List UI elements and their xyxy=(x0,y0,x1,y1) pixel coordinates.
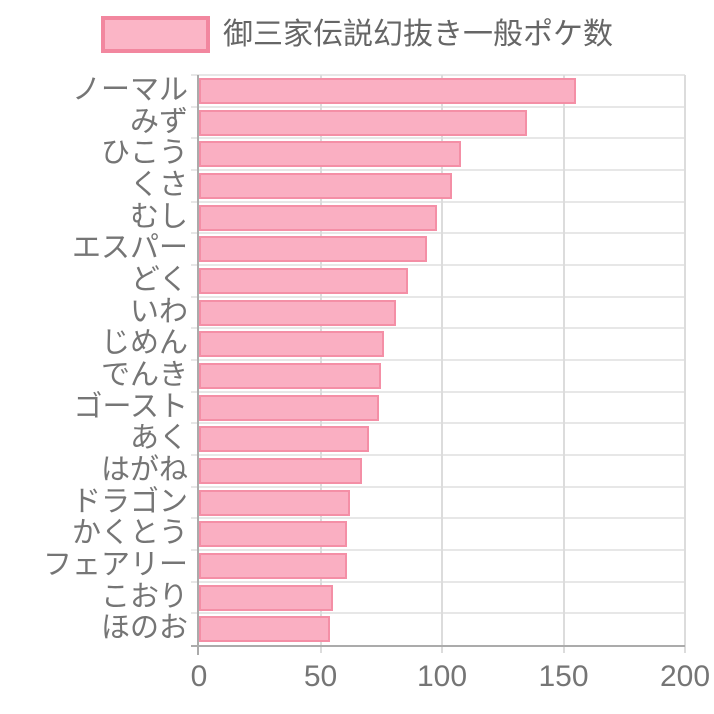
chart-legend[interactable]: 御三家伝説幻抜き一般ポケ数 xyxy=(0,16,714,53)
bar-あく[interactable] xyxy=(199,426,370,453)
horizontal-gridline xyxy=(191,485,685,488)
category-label-ドラゴン: ドラゴン xyxy=(71,485,188,518)
bar-エスパー[interactable] xyxy=(199,236,428,263)
horizontal-gridline xyxy=(191,200,685,203)
bar-いわ[interactable] xyxy=(199,299,396,326)
category-label-フェアリー: フェアリー xyxy=(42,549,188,581)
category-label-はがね: はがね xyxy=(100,454,188,486)
horizontal-gridline xyxy=(191,612,685,615)
vertical-gridline xyxy=(562,75,565,653)
horizontal-gridline xyxy=(191,580,685,583)
horizontal-gridline xyxy=(191,549,685,551)
vertical-gridline xyxy=(684,75,686,653)
legend-label: 御三家伝説幻抜き一般ポケ数 xyxy=(223,18,613,51)
bar-でんき[interactable] xyxy=(199,362,382,389)
category-label-かくとう: かくとう xyxy=(71,517,188,550)
horizontal-gridline xyxy=(191,74,685,76)
bar-ひこう[interactable] xyxy=(199,141,462,168)
horizontal-gridline xyxy=(191,517,685,520)
bar-こおり[interactable] xyxy=(199,584,333,611)
horizontal-gridline xyxy=(191,137,685,140)
category-label-エスパー: エスパー xyxy=(71,232,188,265)
category-label-みず: みず xyxy=(129,105,188,138)
category-label-くさ: くさ xyxy=(129,169,188,201)
x-tick-label-100: 100 xyxy=(416,660,468,693)
x-tick-label-0: 0 xyxy=(190,660,208,693)
horizontal-gridline xyxy=(191,232,685,235)
category-label-ノーマル: ノーマル xyxy=(71,74,188,106)
bar-かくとう[interactable] xyxy=(199,521,348,548)
vertical-gridline xyxy=(441,75,443,653)
bar-はがね[interactable] xyxy=(199,457,362,484)
category-label-でんき: でんき xyxy=(100,359,188,391)
bar-くさ[interactable] xyxy=(199,172,452,199)
bar-フェアリー[interactable] xyxy=(199,552,348,579)
category-label-ゴースト: ゴースト xyxy=(73,390,188,423)
horizontal-gridline xyxy=(191,422,685,425)
bar-ゴースト[interactable] xyxy=(199,394,379,421)
category-label-ほのお: ほのお xyxy=(100,612,188,645)
x-tick-label-200: 200 xyxy=(659,660,711,693)
horizontal-gridline xyxy=(191,264,685,266)
bar-ほのお[interactable] xyxy=(199,616,331,643)
x-tick-label-50: 50 xyxy=(303,660,338,693)
bar-ノーマル[interactable] xyxy=(199,77,576,104)
x-tick-label-150: 150 xyxy=(538,660,589,693)
category-label-じめん: じめん xyxy=(100,327,188,360)
horizontal-gridline xyxy=(191,454,685,456)
category-label-いわ: いわ xyxy=(129,295,188,328)
category-label-こおり: こおり xyxy=(100,580,188,613)
category-label-ひこう: ひこう xyxy=(100,137,188,170)
horizontal-gridline xyxy=(191,295,685,298)
bar-むし[interactable] xyxy=(199,204,438,231)
bar-みず[interactable] xyxy=(199,109,528,136)
legend-swatch-icon xyxy=(101,16,210,53)
bar-ドラゴン[interactable] xyxy=(199,489,350,516)
horizontal-gridline xyxy=(191,390,685,393)
category-label-むし: むし xyxy=(129,200,188,233)
horizontal-gridline xyxy=(191,105,685,108)
horizontal-gridline xyxy=(191,359,685,361)
x-axis-line xyxy=(191,645,685,647)
y-axis-line xyxy=(197,75,199,655)
category-label-どく: どく xyxy=(130,264,188,296)
bar-どく[interactable] xyxy=(199,267,408,294)
horizontal-gridline xyxy=(191,169,685,171)
category-label-あく: あく xyxy=(129,422,188,455)
horizontal-gridline xyxy=(191,327,685,330)
bar-じめん[interactable] xyxy=(199,331,384,358)
